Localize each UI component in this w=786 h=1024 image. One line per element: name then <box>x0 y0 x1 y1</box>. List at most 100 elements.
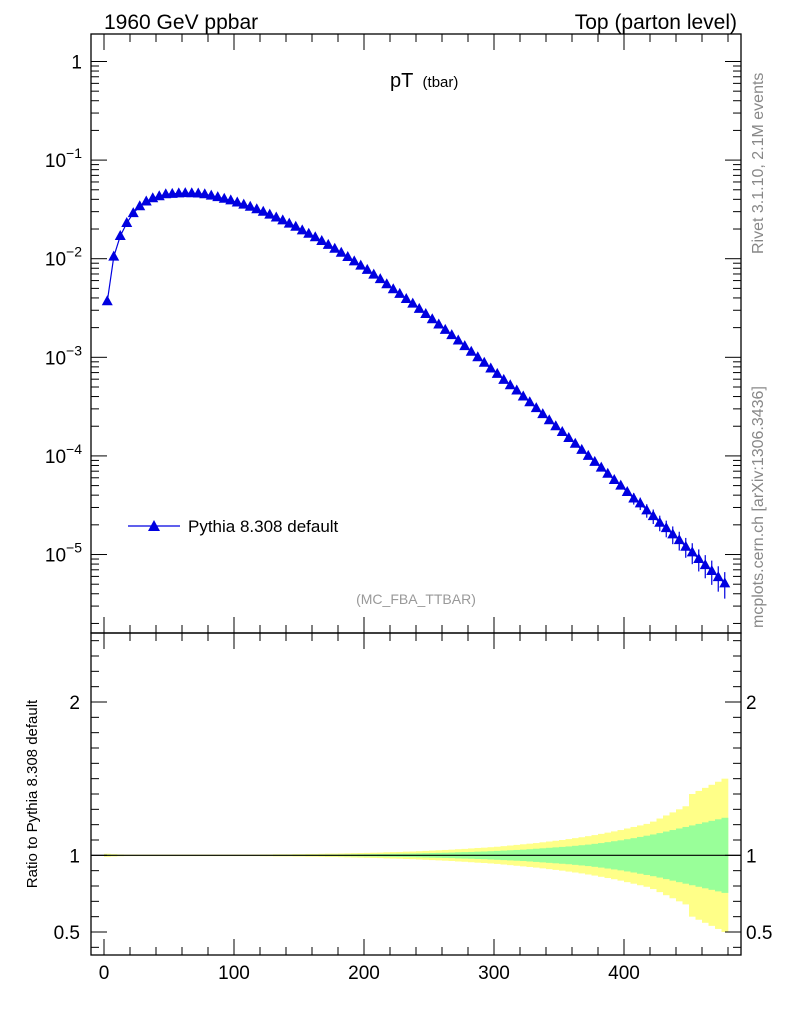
data-point <box>433 318 445 329</box>
plot-title: pT (tbar) <box>390 70 458 92</box>
data-point <box>537 408 549 419</box>
data-point <box>660 522 672 533</box>
data-point <box>608 473 620 484</box>
data-point <box>602 467 614 478</box>
data-point <box>238 198 250 209</box>
data-point <box>270 211 282 222</box>
data-point <box>530 402 542 413</box>
data-point <box>407 297 419 308</box>
header-left: 1960 GeV ppbar <box>104 11 258 34</box>
data-point <box>361 263 373 274</box>
data-point <box>329 242 341 253</box>
main-x-ticks <box>103 34 729 633</box>
header-right: Top (parton level) <box>575 11 737 34</box>
data-point <box>413 302 425 313</box>
data-point <box>524 396 536 407</box>
data-point <box>576 443 588 454</box>
data-point <box>192 187 204 198</box>
data-point <box>257 205 269 216</box>
data-point <box>134 200 146 211</box>
data-point <box>699 559 711 570</box>
data-point <box>296 224 308 235</box>
plot-title-main: pT <box>390 70 413 92</box>
data-point <box>628 492 640 503</box>
main-y-tick-label: 1 <box>71 52 82 73</box>
main-y-tick-label: 10−5 <box>45 540 82 567</box>
data-point <box>400 293 412 304</box>
data-point <box>225 194 237 205</box>
rivet-label: Rivet 3.1.10, 2.1M events <box>750 73 767 254</box>
data-point <box>283 217 295 228</box>
data-point <box>387 283 399 294</box>
data-point <box>368 268 380 279</box>
ratio-x-axis: 0 100 200 300 400 <box>99 633 729 984</box>
data-point <box>478 356 490 367</box>
data-point <box>647 510 659 521</box>
data-point <box>686 546 698 557</box>
data-point <box>543 414 555 425</box>
data-point <box>420 307 432 318</box>
data-point <box>303 227 315 238</box>
x-tick-label: 200 <box>348 963 380 984</box>
series-pythia <box>101 187 731 599</box>
data-point <box>140 195 152 206</box>
data-point <box>205 189 217 200</box>
data-point <box>680 540 692 551</box>
data-point <box>667 528 679 539</box>
ratio-y-tick-label: 0.5 <box>54 923 80 944</box>
data-point <box>589 455 601 466</box>
data-point <box>472 351 484 362</box>
ratio-y-tick-label: 1 <box>69 846 80 867</box>
ratio-frame <box>90 632 742 956</box>
data-point <box>550 420 562 431</box>
legend-label: Pythia 8.308 default <box>188 517 339 536</box>
legend-marker <box>148 520 160 531</box>
data-point <box>595 461 607 472</box>
data-point <box>374 273 386 284</box>
data-point <box>511 384 523 395</box>
main-y-tick-label: 10−2 <box>45 244 82 271</box>
data-point <box>673 534 685 545</box>
data-point <box>719 577 731 588</box>
data-point <box>706 565 718 576</box>
data-point <box>563 431 575 442</box>
data-point <box>290 220 302 231</box>
data-point <box>634 497 646 508</box>
main-y-tick-label: 10−1 <box>45 145 82 172</box>
data-point <box>569 437 581 448</box>
data-point <box>251 203 263 214</box>
data-point <box>439 323 451 334</box>
legend: Pythia 8.308 default <box>128 517 339 536</box>
data-point <box>264 208 276 219</box>
data-point <box>517 390 529 401</box>
x-tick-label: 400 <box>608 963 640 984</box>
data-point <box>459 340 471 351</box>
data-point <box>342 251 354 262</box>
data-point <box>621 486 633 497</box>
data-point <box>121 217 133 228</box>
main-panel: 1 10−1 10−2 10−3 10−4 10−5 pT (tbar) (MC_FBA_… <box>45 33 742 634</box>
main-y-tick-label: 10−3 <box>45 342 82 369</box>
data-point <box>465 345 477 356</box>
data-point <box>127 207 139 218</box>
x-tick-label: 0 <box>99 963 110 984</box>
data-point <box>114 229 126 240</box>
ratio-y-tick-label-right: 1 <box>746 846 757 867</box>
x-tick-label: 100 <box>218 963 250 984</box>
watermark: (MC_FBA_TTBAR) <box>356 591 476 607</box>
data-point <box>504 379 516 390</box>
main-y-axis: 1 10−1 10−2 10−3 10−4 10−5 <box>45 52 741 624</box>
data-point <box>355 259 367 270</box>
data-point <box>452 334 464 345</box>
ratio-ylabel: Ratio to Pythia 8.308 default <box>24 699 41 888</box>
data-point <box>556 425 568 436</box>
data-point <box>199 188 211 199</box>
ratio-y-axis: 0.5 0.5 1 1 2 2 <box>54 640 772 948</box>
plot-title-sub: (tbar) <box>423 74 459 91</box>
data-point <box>322 238 334 249</box>
data-point <box>212 191 224 202</box>
data-point <box>381 278 393 289</box>
data-point <box>485 362 497 373</box>
data-point <box>654 516 666 527</box>
